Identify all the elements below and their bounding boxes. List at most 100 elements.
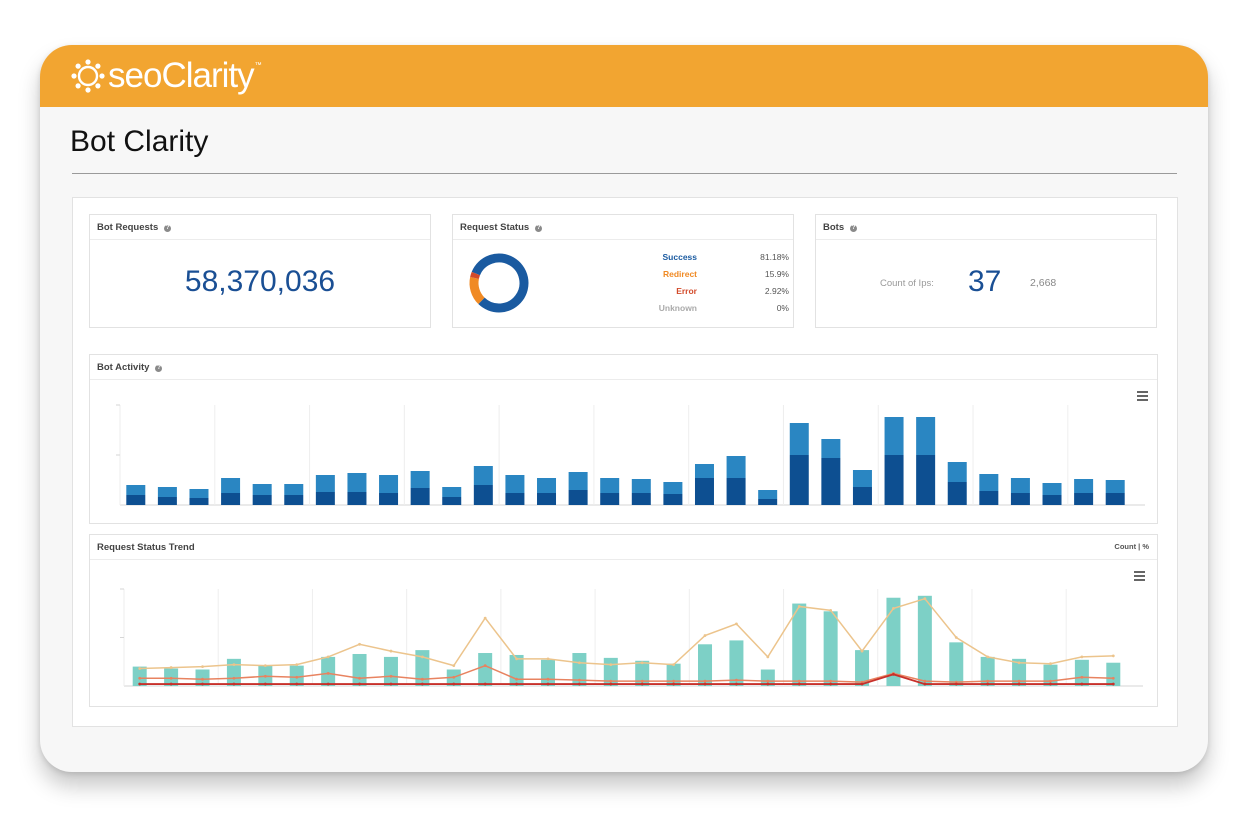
bar-segment[interactable]: [537, 493, 557, 505]
bar-segment[interactable]: [1042, 495, 1062, 505]
bar-segment[interactable]: [252, 495, 272, 505]
bar-segment[interactable]: [473, 485, 493, 505]
bar-segment[interactable]: [1074, 493, 1094, 505]
bar-segment[interactable]: [157, 497, 177, 505]
bar-segment[interactable]: [1105, 480, 1125, 493]
bar-segment[interactable]: [473, 466, 493, 485]
bar-segment[interactable]: [979, 474, 999, 491]
bar-segment[interactable]: [221, 478, 241, 493]
bar-segment[interactable]: [726, 478, 746, 505]
request-status-donut-chart[interactable]: [467, 251, 531, 315]
trend-bar[interactable]: [980, 656, 995, 686]
bar-segment[interactable]: [189, 489, 209, 498]
hamburger-menu-icon[interactable]: [1137, 391, 1148, 401]
trend-bar[interactable]: [886, 597, 901, 686]
bar-segment[interactable]: [157, 487, 177, 497]
trend-bar[interactable]: [478, 653, 493, 686]
bar-segment[interactable]: [347, 492, 367, 505]
bar-segment[interactable]: [694, 478, 714, 505]
bar-segment[interactable]: [947, 462, 967, 482]
seoclarity-logo[interactable]: seo Clarity ™: [70, 56, 262, 96]
trend-bar[interactable]: [383, 656, 398, 686]
bar-segment[interactable]: [1010, 493, 1030, 505]
bar-segment[interactable]: [379, 493, 399, 505]
trend-bar[interactable]: [635, 660, 650, 686]
bar-segment[interactable]: [1042, 483, 1062, 495]
bar-segment[interactable]: [600, 478, 620, 493]
bar-segment[interactable]: [315, 475, 335, 492]
donut-slice-redirect[interactable]: [469, 277, 485, 305]
bar-segment[interactable]: [884, 417, 904, 455]
trend-bar[interactable]: [572, 653, 587, 686]
bar-segment[interactable]: [1074, 479, 1094, 493]
bar-segment[interactable]: [315, 492, 335, 505]
trend-bar[interactable]: [415, 650, 430, 686]
bar-segment[interactable]: [410, 488, 430, 505]
bar-segment[interactable]: [284, 495, 304, 505]
bar-segment[interactable]: [758, 499, 778, 505]
trend-line[interactable]: [139, 597, 1114, 670]
bar-segment[interactable]: [821, 458, 841, 505]
count-percent-toggle[interactable]: Count | %: [1114, 542, 1149, 551]
trend-bar[interactable]: [792, 603, 807, 686]
bar-segment[interactable]: [789, 423, 809, 455]
hamburger-menu-icon[interactable]: [1134, 571, 1145, 581]
trend-bar[interactable]: [855, 650, 870, 686]
trend-bar[interactable]: [540, 659, 555, 686]
bar-segment[interactable]: [852, 487, 872, 505]
trend-bar[interactable]: [823, 611, 838, 686]
donut-slice-success[interactable]: [471, 253, 529, 313]
bar-segment[interactable]: [505, 493, 525, 505]
help-icon[interactable]: ?: [164, 225, 172, 232]
help-icon[interactable]: ?: [155, 365, 163, 372]
bar-segment[interactable]: [884, 455, 904, 505]
bar-segment[interactable]: [568, 490, 588, 505]
bar-segment[interactable]: [189, 498, 209, 505]
bar-segment[interactable]: [442, 487, 462, 497]
bar-segment[interactable]: [631, 479, 651, 493]
trend-bar[interactable]: [132, 666, 147, 686]
trend-bar[interactable]: [352, 653, 367, 686]
donut-slice-error[interactable]: [470, 271, 481, 279]
trend-bar[interactable]: [1074, 659, 1089, 686]
help-icon[interactable]: ?: [535, 225, 543, 232]
bar-segment[interactable]: [663, 482, 683, 494]
bar-segment[interactable]: [442, 497, 462, 505]
bar-segment[interactable]: [916, 455, 936, 505]
trend-bar[interactable]: [917, 595, 932, 686]
bar-segment[interactable]: [1010, 478, 1030, 493]
trend-bar[interactable]: [666, 663, 681, 686]
bar-segment[interactable]: [694, 464, 714, 478]
bar-segment[interactable]: [947, 482, 967, 505]
bar-segment[interactable]: [347, 473, 367, 492]
bar-segment[interactable]: [758, 490, 778, 499]
bar-segment[interactable]: [568, 472, 588, 490]
bar-segment[interactable]: [1105, 493, 1125, 505]
trend-bar[interactable]: [1106, 662, 1121, 686]
bar-segment[interactable]: [410, 471, 430, 488]
bar-segment[interactable]: [663, 494, 683, 505]
bar-segment[interactable]: [852, 470, 872, 487]
bar-segment[interactable]: [600, 493, 620, 505]
bar-segment[interactable]: [221, 493, 241, 505]
help-icon[interactable]: ?: [850, 225, 858, 232]
trend-line[interactable]: [139, 664, 1114, 683]
trend-bar[interactable]: [729, 640, 744, 686]
bar-segment[interactable]: [979, 491, 999, 505]
trend-bar[interactable]: [949, 642, 964, 686]
bar-segment[interactable]: [126, 485, 146, 495]
trend-bar[interactable]: [698, 644, 713, 686]
bar-segment[interactable]: [505, 475, 525, 493]
bar-segment[interactable]: [252, 484, 272, 495]
trend-bar[interactable]: [1012, 658, 1027, 686]
trend-bar[interactable]: [226, 658, 241, 686]
bar-segment[interactable]: [284, 484, 304, 495]
trend-bar[interactable]: [195, 669, 210, 686]
trend-bar[interactable]: [289, 665, 304, 686]
bar-segment[interactable]: [537, 478, 557, 493]
trend-line[interactable]: [139, 673, 1114, 685]
bar-segment[interactable]: [379, 475, 399, 493]
bar-segment[interactable]: [631, 493, 651, 505]
bar-segment[interactable]: [789, 455, 809, 505]
bar-segment[interactable]: [126, 495, 146, 505]
